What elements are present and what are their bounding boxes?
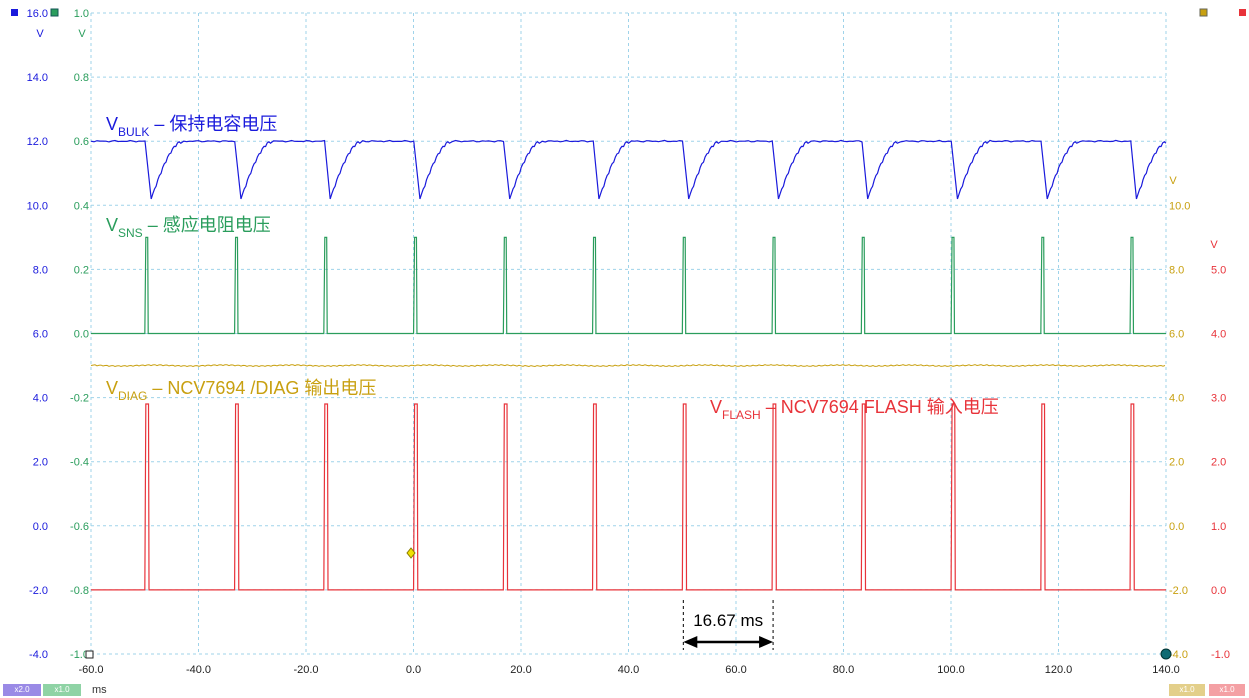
y-tick-label-sns: -0.6	[70, 521, 89, 533]
x-tick-label: 100.0	[937, 664, 965, 676]
channel-chip-diag: x1.0	[1169, 684, 1205, 696]
axis-ticks: -60.0 -40.0 -20.0 0.0 20.0 40.0 60.0 80.0 100.0 1…	[27, 8, 1230, 676]
y-tick-label-diag: -4.0	[1169, 649, 1188, 661]
x-tick-label: -40.0	[186, 664, 211, 676]
y-tick-label-diag: 0.0	[1169, 521, 1184, 533]
y-tick-label-diag: 2.0	[1169, 457, 1184, 469]
y-tick-label-bulk: 16.0	[27, 8, 48, 20]
x-tick-label: -20.0	[293, 664, 318, 676]
y-tick-label-sns: 0.2	[74, 264, 89, 276]
y-tick-label-flash: 2.0	[1211, 457, 1226, 469]
period-annotation-label: 16.67 ms	[693, 611, 763, 630]
annotation-arrowhead-right	[759, 636, 773, 648]
y-tick-label-diag: -2.0	[1169, 585, 1188, 597]
x-tick-label: 20.0	[510, 664, 531, 676]
x-origin-marker	[86, 651, 93, 658]
y-unit-bulk: V	[36, 28, 44, 40]
y-tick-label-bulk: 12.0	[27, 136, 48, 148]
y-unit-sns: V	[78, 28, 86, 40]
y-tick-label-bulk: 0.0	[33, 521, 48, 533]
y-tick-label-sns: 1.0	[74, 8, 89, 20]
y-tick-label-diag: 4.0	[1169, 393, 1184, 405]
y-tick-label-sns: -0.8	[70, 585, 89, 597]
y-tick-label-flash: 0.0	[1211, 585, 1226, 597]
y-tick-label-bulk: 4.0	[33, 393, 48, 405]
y-tick-label-diag: 8.0	[1169, 264, 1184, 276]
trace-flash	[91, 404, 1166, 590]
channel-chip-bulk: x2.0	[3, 684, 41, 696]
y-tick-label-bulk: 2.0	[33, 457, 48, 469]
y-tick-label-flash: 4.0	[1211, 329, 1226, 341]
channel-marker-bulk	[11, 9, 18, 16]
y-tick-label-bulk: -2.0	[29, 585, 48, 597]
x-tick-label: 0.0	[406, 664, 421, 676]
channel-chip-sns: x1.0	[43, 684, 81, 696]
y-tick-label-flash: 1.0	[1211, 521, 1226, 533]
trace-diag	[91, 365, 1165, 367]
y-tick-label-sns: -0.4	[70, 457, 89, 469]
x-tick-label: 120.0	[1045, 664, 1073, 676]
period-annotation: 16.67 ms	[683, 600, 773, 650]
y-tick-label-sns: 0.4	[74, 200, 89, 212]
channel-chip-flash: x1.0	[1209, 684, 1245, 696]
y-tick-label-bulk: 8.0	[33, 264, 48, 276]
y-tick-label-bulk: 6.0	[33, 329, 48, 341]
series-label-flash: VFLASH – NCV7694 FLASH 输入电压	[710, 397, 999, 422]
y-tick-label-diag: 10.0	[1169, 200, 1190, 212]
series-label-diag: VDIAG – NCV7694 /DIAG 输出电压	[106, 378, 376, 403]
y-unit-diag: V	[1169, 175, 1177, 187]
y-tick-label-bulk: 14.0	[27, 72, 48, 84]
y-tick-label-sns: 0.8	[74, 72, 89, 84]
y-tick-label-bulk: -4.0	[29, 649, 48, 661]
y-tick-label-diag: 6.0	[1169, 329, 1184, 341]
y-tick-label-sns: -0.2	[70, 393, 89, 405]
y-tick-label-flash: -1.0	[1211, 649, 1230, 661]
x-tick-label: 40.0	[618, 664, 639, 676]
y-tick-label-flash: 3.0	[1211, 393, 1226, 405]
y-tick-label-sns: 0.0	[74, 329, 89, 341]
y-tick-label-bulk: 10.0	[27, 200, 48, 212]
cursor-marker	[1161, 649, 1171, 659]
series-label-bulk: VBULK – 保持电容电压	[106, 114, 277, 139]
x-tick-label: 140.0	[1152, 664, 1180, 676]
x-tick-label: -60.0	[78, 664, 103, 676]
y-tick-label-flash: 5.0	[1211, 264, 1226, 276]
channel-marker-sns	[51, 9, 58, 16]
y-tick-label-sns: 0.6	[74, 136, 89, 148]
x-tick-label: 80.0	[833, 664, 854, 676]
channel-marker-flash	[1239, 9, 1246, 16]
y-unit-flash: V	[1210, 239, 1218, 251]
x-tick-label: 60.0	[725, 664, 746, 676]
series-label-sns: VSNS – 感应电阻电压	[106, 215, 271, 240]
x-axis-unit: ms	[92, 684, 107, 696]
channel-marker-diag	[1200, 9, 1207, 16]
annotation-arrowhead-left	[683, 636, 697, 648]
